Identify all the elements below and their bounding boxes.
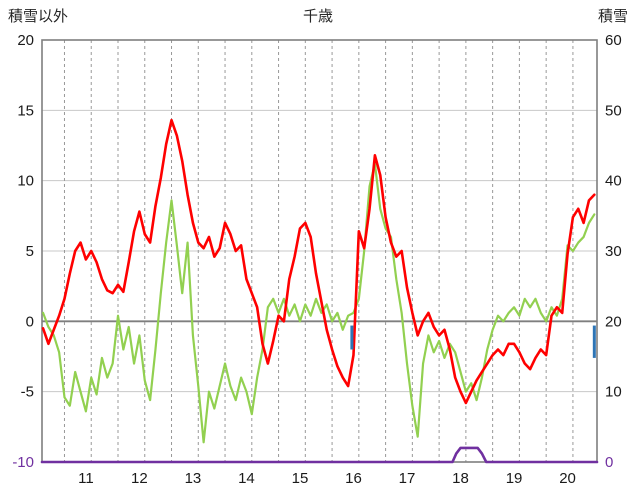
- right-axis-title: 積雪: [597, 8, 628, 25]
- series-snow-depth-purple: [40, 446, 599, 464]
- right-axis-tick-label: 10: [605, 384, 622, 401]
- x-axis-tick-label: 15: [292, 470, 309, 487]
- x-axis-tick-label: 13: [185, 470, 202, 487]
- series-temperature-red: [41, 118, 596, 405]
- left-axis-tick-label: 10: [17, 173, 34, 190]
- left-axis-tick-label: 5: [26, 243, 34, 260]
- chart-title: 千歳: [302, 8, 333, 25]
- x-axis-tick-label: 17: [399, 470, 416, 487]
- x-axis-tick-label: 16: [345, 470, 362, 487]
- x-axis-tick-label: 18: [452, 470, 469, 487]
- x-axis-tick-label: 11: [78, 470, 94, 487]
- left-axis-title: 積雪以外: [8, 8, 69, 25]
- right-axis-tick-label: 40: [605, 173, 622, 190]
- left-axis-tick-label: -10: [12, 454, 34, 471]
- x-axis-tick-label: 12: [131, 470, 148, 487]
- x-axis-tick-label: 20: [559, 470, 576, 487]
- series-temperature-green: [41, 162, 596, 444]
- right-axis-tick-label: 60: [605, 32, 622, 49]
- left-axis-tick-label: -5: [21, 384, 34, 401]
- left-axis-tick-label: 20: [17, 32, 34, 49]
- right-axis-tick-label: 0: [605, 454, 613, 471]
- x-axis-tick-label: 14: [238, 470, 255, 487]
- right-axis-tick-label: 30: [605, 243, 622, 260]
- right-axis-tick-label: 50: [605, 102, 622, 119]
- x-axis-tick-label: 19: [506, 470, 523, 487]
- left-axis-tick-label: 0: [26, 313, 34, 330]
- left-axis-tick-label: 15: [17, 102, 34, 119]
- right-axis-tick-label: 20: [605, 313, 622, 330]
